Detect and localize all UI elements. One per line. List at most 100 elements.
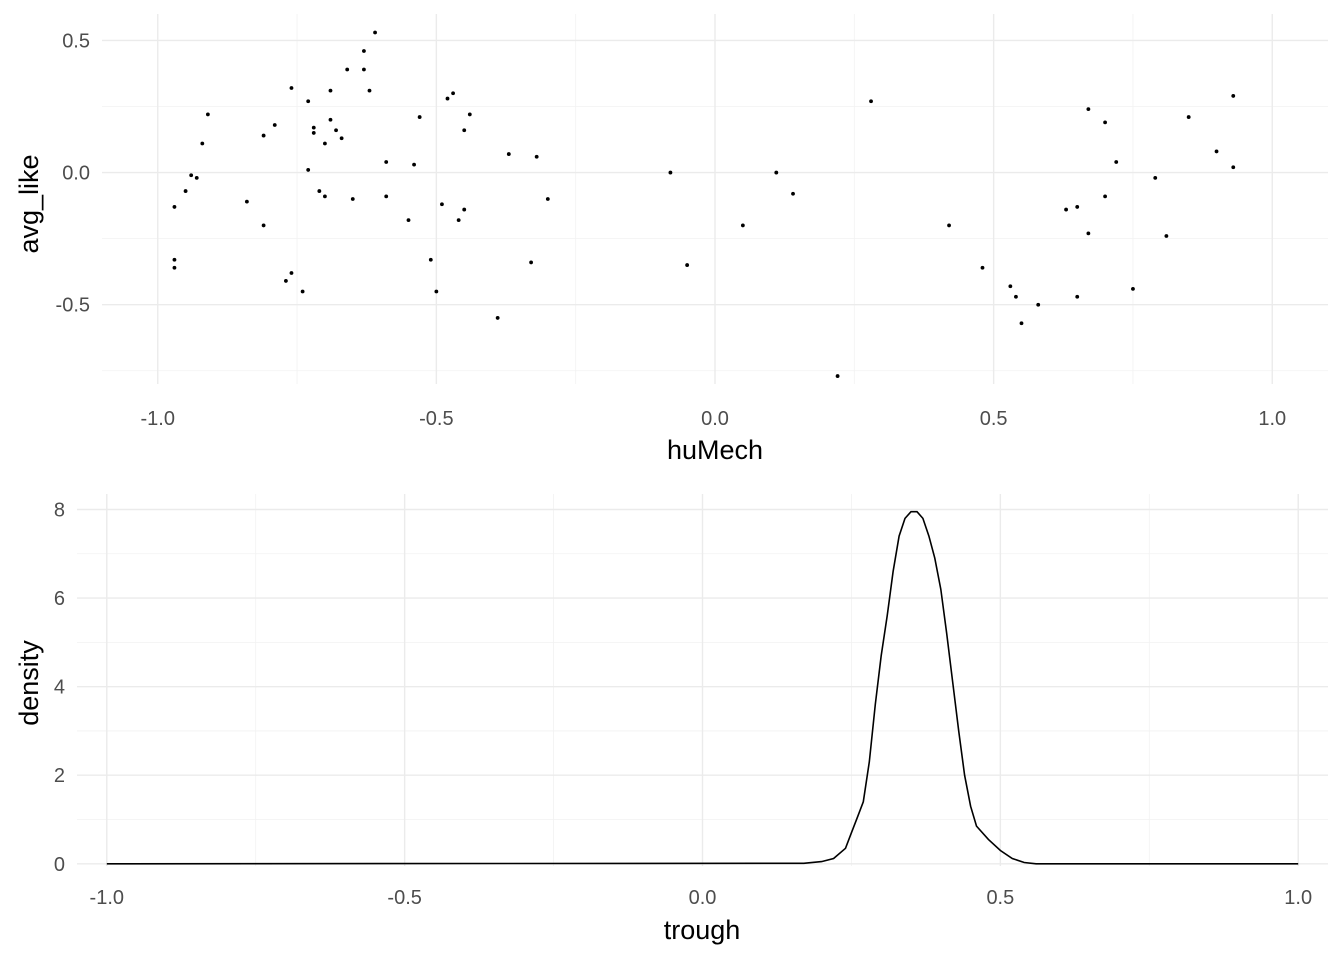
scatter-points <box>172 30 1236 378</box>
scatter-point <box>1231 94 1236 98</box>
density-x-tick-label: -1.0 <box>90 887 124 909</box>
scatter-x-tick-label: -0.5 <box>419 408 453 430</box>
density-y-tick-label: 6 <box>54 588 65 610</box>
scatter-point <box>668 170 673 175</box>
scatter-point <box>534 154 539 159</box>
scatter-point <box>462 128 467 133</box>
scatter-x-tick-label: 1.0 <box>1258 408 1286 430</box>
scatter-point <box>172 257 177 262</box>
scatter-point <box>1214 149 1219 154</box>
density-panel: -1.0 -0.5 0.0 0.5 1.0 0 2 4 6 8 trough density <box>14 494 1328 945</box>
scatter-point <box>445 96 450 101</box>
scatter-point <box>194 175 199 180</box>
density-line <box>106 510 1299 865</box>
density-x-tick-labels: -1.0 -0.5 0.0 0.5 1.0 <box>90 887 1313 909</box>
scatter-point <box>345 67 350 72</box>
scatter-point <box>791 191 795 196</box>
scatter-point <box>1164 234 1169 238</box>
scatter-point <box>373 30 377 35</box>
scatter-point <box>434 289 439 294</box>
scatter-point <box>1008 284 1013 289</box>
scatter-point <box>317 189 322 193</box>
density-x-tick-label: 1.0 <box>1284 887 1312 909</box>
scatter-x-tick-label: 0.5 <box>980 408 1008 430</box>
scatter-point <box>495 316 500 320</box>
scatter-point <box>328 88 333 93</box>
scatter-point <box>417 115 422 119</box>
scatter-point <box>200 141 205 146</box>
scatter-point <box>323 194 327 199</box>
scatter-point <box>456 218 461 223</box>
scatter-point <box>1014 294 1018 299</box>
scatter-point <box>685 263 690 267</box>
scatter-point <box>1019 321 1024 326</box>
scatter-point <box>289 271 294 275</box>
scatter-point <box>244 199 249 204</box>
scatter-point <box>261 133 266 138</box>
scatter-point <box>947 223 951 228</box>
scatter-point <box>362 67 366 72</box>
scatter-point <box>980 265 985 270</box>
density-y-axis-title: density <box>14 640 44 726</box>
scatter-point <box>323 141 327 146</box>
scatter-point <box>183 189 188 193</box>
scatter-y-tick-labels: -0.5 0.0 0.5 <box>56 30 90 316</box>
density-x-tick-label: 0.0 <box>689 887 717 909</box>
scatter-point <box>172 205 177 209</box>
scatter-point <box>1086 231 1091 236</box>
density-y-tick-labels: 0 2 4 6 8 <box>54 500 65 876</box>
scatter-point <box>506 152 511 156</box>
scatter-point <box>869 99 873 104</box>
scatter-point <box>328 117 333 122</box>
density-y-tick-label: 0 <box>54 854 65 876</box>
density-x-tick-label: -0.5 <box>387 887 421 909</box>
scatter-point <box>1103 194 1107 199</box>
scatter-point <box>384 194 389 199</box>
scatter-point <box>412 162 416 167</box>
density-y-tick-label: 2 <box>54 765 65 787</box>
scatter-point <box>451 91 455 96</box>
scatter-y-tick-label: 0.0 <box>62 163 90 185</box>
scatter-point <box>172 265 177 270</box>
scatter-point <box>1231 165 1236 170</box>
scatter-point <box>740 223 745 228</box>
scatter-point <box>300 289 305 294</box>
scatter-point <box>306 99 311 104</box>
density-y-tick-label: 8 <box>54 500 65 522</box>
scatter-point <box>1086 107 1091 112</box>
scatter-point <box>406 218 411 223</box>
scatter-point <box>311 125 316 130</box>
scatter-y-tick-label: 0.5 <box>62 30 90 52</box>
scatter-point <box>1075 294 1080 299</box>
scatter-point <box>306 168 311 172</box>
scatter-point <box>311 131 316 135</box>
scatter-point <box>1131 286 1135 291</box>
scatter-point <box>289 86 294 90</box>
scatter-point <box>1153 175 1158 180</box>
scatter-point <box>205 112 210 117</box>
density-grid <box>77 494 1328 866</box>
scatter-x-tick-label: 0.0 <box>701 408 729 430</box>
scatter-point <box>428 257 433 262</box>
scatter-point <box>261 223 266 228</box>
scatter-x-tick-label: -1.0 <box>140 408 174 430</box>
scatter-point <box>334 128 338 133</box>
density-x-tick-label: 0.5 <box>986 887 1014 909</box>
scatter-point <box>362 49 366 53</box>
scatter-point <box>284 279 288 283</box>
scatter-grid <box>102 14 1328 384</box>
scatter-point <box>1186 115 1191 119</box>
scatter-point <box>1103 120 1107 125</box>
scatter-point <box>835 374 840 378</box>
scatter-point <box>350 197 355 201</box>
scatter-point <box>1064 207 1068 212</box>
scatter-point <box>1075 205 1080 209</box>
scatter-point <box>384 160 389 164</box>
scatter-point <box>272 123 277 127</box>
scatter-x-axis-title: huMech <box>667 435 763 465</box>
scatter-point <box>529 260 533 265</box>
scatter-x-tick-labels: -1.0 -0.5 0.0 0.5 1.0 <box>140 408 1286 430</box>
scatter-point <box>462 207 467 212</box>
scatter-point <box>545 197 550 201</box>
